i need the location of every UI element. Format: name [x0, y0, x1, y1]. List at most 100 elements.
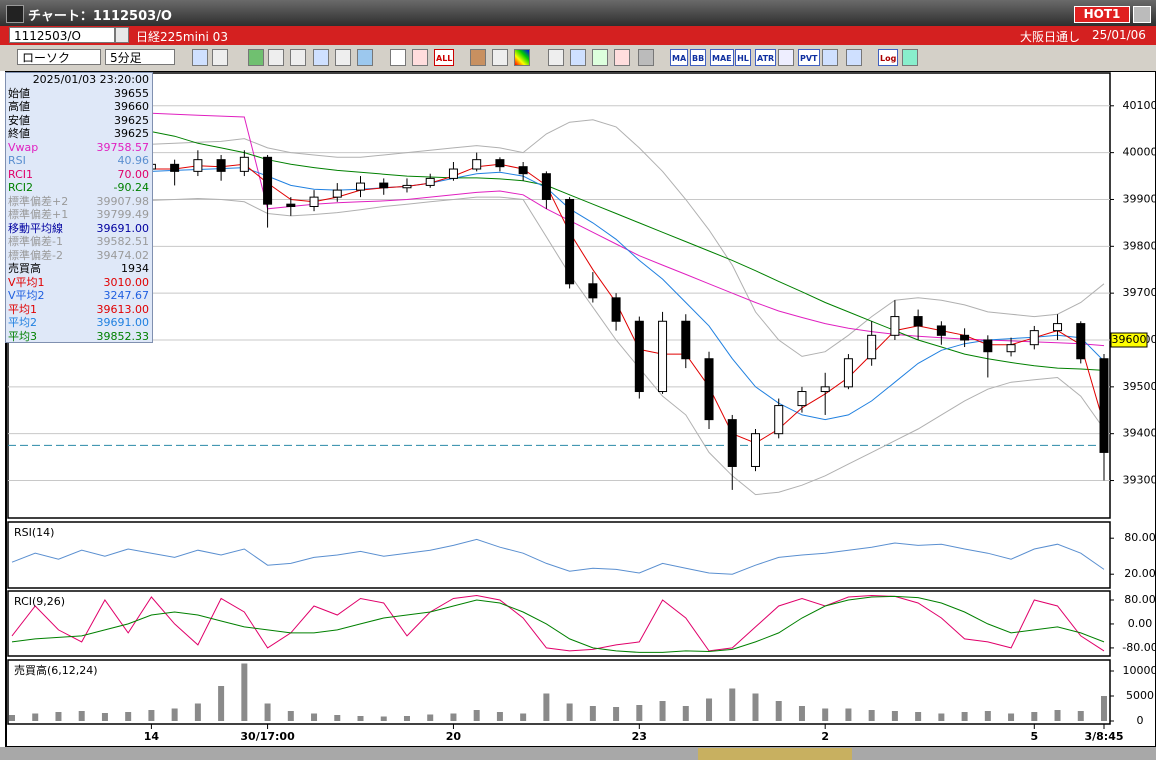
volume-bar — [427, 714, 434, 721]
candle-body — [913, 316, 923, 327]
candle-body — [774, 405, 784, 435]
title-bar: チャート：1112503/O HOT1 — [0, 0, 1156, 26]
y-tick-label: 39900 — [1123, 192, 1156, 205]
volume-bar — [984, 711, 991, 721]
tool-icon[interactable] — [492, 49, 508, 66]
info-datetime: 2025/01/03 23:20:00 — [32, 73, 149, 86]
info-value: 39907.98 — [96, 194, 150, 208]
indicator-line — [12, 110, 1105, 347]
scrollbar[interactable] — [0, 747, 1156, 760]
info-value: 3010.00 — [103, 275, 150, 289]
x-tick-label: 23 — [632, 730, 647, 743]
tool-icon[interactable] — [570, 49, 586, 66]
info-label: RSI — [8, 154, 26, 167]
volume-bar — [1054, 710, 1061, 721]
info-value: 39625 — [114, 127, 149, 140]
tool-icon[interactable] — [514, 49, 530, 66]
tool-button[interactable]: ALL — [434, 49, 455, 66]
tool-icon[interactable] — [822, 49, 838, 66]
tool-button[interactable]: BB — [690, 49, 707, 66]
volume-bar — [659, 701, 666, 721]
candle-body — [843, 358, 853, 388]
tool-icon[interactable] — [638, 49, 654, 66]
candle-body — [611, 297, 621, 322]
candle-body — [797, 391, 807, 407]
info-label: Vwap — [8, 140, 39, 154]
info-label: 平均1 — [8, 302, 37, 316]
tool-icon[interactable] — [778, 49, 794, 66]
candle-body — [1006, 344, 1016, 353]
panel-title: RCI(9,26) — [14, 595, 65, 608]
info-label: V平均2 — [8, 289, 45, 302]
volume-bar — [798, 706, 805, 721]
indicator-line — [11, 594, 1105, 652]
candle-body — [448, 168, 458, 179]
x-tick-label: 2 — [821, 730, 829, 743]
tool-button[interactable]: MA — [670, 49, 689, 66]
close-button[interactable] — [1133, 6, 1151, 23]
interval-select[interactable]: 5分足 — [105, 49, 175, 65]
volume-bar — [845, 708, 852, 721]
info-label: 標準偏差-2 — [8, 248, 63, 262]
tool-icon[interactable] — [592, 49, 608, 66]
tool-icon[interactable] — [614, 49, 630, 66]
volume-bar — [961, 712, 968, 721]
tool-button[interactable]: HL — [735, 49, 751, 66]
info-label: RCI1 — [8, 167, 34, 181]
tool-icon[interactable] — [248, 49, 264, 66]
tool-icon[interactable] — [390, 49, 406, 66]
tool-icon[interactable] — [470, 49, 486, 66]
y-tick-label: 0.00 — [1128, 617, 1153, 630]
tool-icon[interactable] — [335, 49, 351, 66]
tool-icon[interactable] — [290, 49, 306, 66]
tool-icon[interactable] — [412, 49, 428, 66]
tool-icon[interactable] — [313, 49, 329, 66]
tool-button[interactable]: ATR — [755, 49, 777, 66]
tool-icon[interactable] — [212, 49, 228, 66]
tool-icon[interactable] — [357, 49, 373, 66]
symbol-input[interactable]: 1112503/O — [9, 27, 115, 43]
info-label: 標準偏差+2 — [8, 194, 69, 208]
candle-body — [867, 334, 877, 360]
tool-button[interactable]: PVT — [798, 49, 820, 66]
tool-button[interactable]: MAE — [710, 49, 734, 66]
tool-icon[interactable] — [902, 49, 918, 66]
volume-bar — [938, 713, 945, 721]
info-label: 安値 — [8, 113, 30, 127]
y-tick-label: 39700 — [1123, 286, 1156, 299]
info-label: 平均2 — [8, 316, 37, 329]
candle-body — [332, 189, 342, 198]
volume-bar — [218, 686, 225, 721]
y-tick-label: 39400 — [1123, 427, 1156, 440]
volume-bar — [78, 711, 85, 721]
tool-icon[interactable] — [846, 49, 862, 66]
chart-background — [0, 71, 1156, 747]
tool-icon[interactable] — [548, 49, 564, 66]
candle-body — [472, 159, 482, 170]
candle-body — [286, 203, 296, 208]
y-tick-label: 40100 — [1123, 99, 1156, 112]
candle-body — [379, 182, 389, 189]
info-row: 平均2 39691.00 — [6, 316, 152, 330]
chart-style-select[interactable]: ローソク — [17, 49, 101, 65]
hot-badge[interactable]: HOT1 — [1074, 6, 1130, 23]
last-price-label: 39600 — [1112, 333, 1147, 346]
tool-icon[interactable] — [268, 49, 284, 66]
info-row: Vwap 39758.57 — [6, 141, 152, 155]
volume-bar — [520, 713, 527, 721]
info-row: RCI1 70.00 — [6, 168, 152, 182]
candle-body — [1099, 358, 1109, 453]
tool-icon[interactable] — [192, 49, 208, 66]
volume-bar — [1101, 696, 1107, 721]
info-row: RSI 40.96 — [6, 154, 152, 168]
candle-body — [216, 159, 226, 172]
symbol-dropdown[interactable] — [115, 27, 129, 43]
scroll-thumb[interactable] — [698, 748, 852, 760]
info-value: 39799.49 — [96, 208, 150, 221]
volume-bar — [403, 716, 410, 721]
tool-button[interactable]: Log — [878, 49, 899, 66]
x-tick-label: 3/8:45 — [1084, 730, 1123, 743]
candle-body — [983, 339, 993, 353]
info-label: 高値 — [8, 100, 30, 113]
